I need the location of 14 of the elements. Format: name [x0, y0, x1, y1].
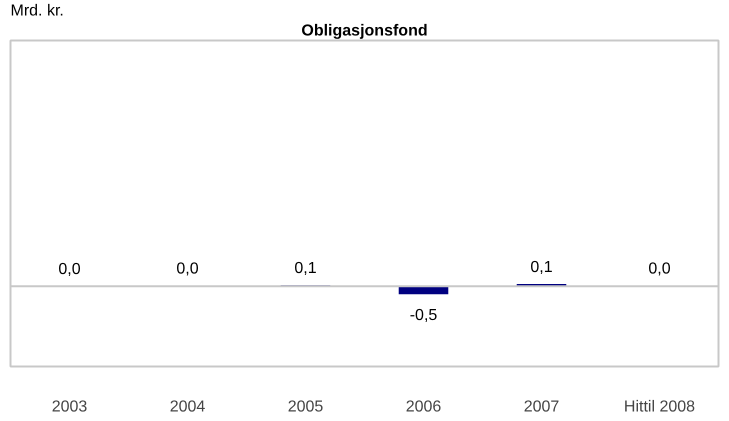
- x-tick-label: 2004: [170, 398, 206, 416]
- data-label: -0,5: [410, 307, 438, 324]
- data-label: 0,0: [648, 260, 671, 278]
- data-label: 0,0: [58, 261, 81, 278]
- x-tick-label: 2005: [288, 398, 324, 416]
- y-axis-title: Mrd. kr.: [10, 2, 64, 20]
- x-tick-label: Hittil 2008: [624, 398, 696, 416]
- x-tick-label: 2006: [406, 398, 442, 416]
- x-tick-label: 2003: [52, 398, 88, 416]
- x-tick-label: 2007: [524, 398, 560, 416]
- data-label: 0,1: [530, 258, 553, 276]
- data-label: 0,1: [294, 260, 317, 278]
- data-label: 0,0: [176, 260, 199, 278]
- chart-title: Obligasjonsfond: [301, 22, 428, 40]
